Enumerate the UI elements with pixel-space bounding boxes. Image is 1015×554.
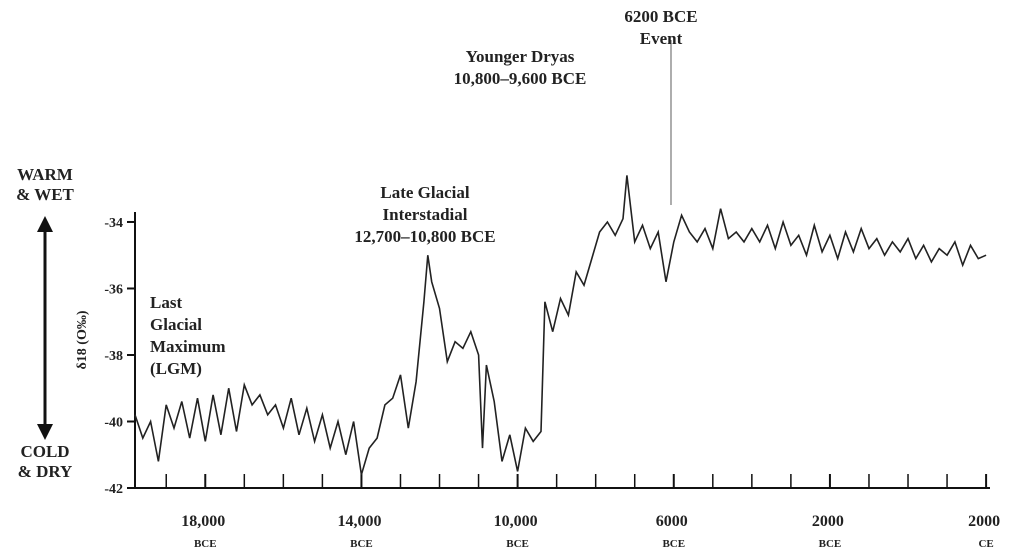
x-tick-label: 10,000 BCE: [494, 513, 542, 549]
y-tick-label: -38: [104, 349, 123, 364]
annotation: 12,700–10,800 BCE: [354, 227, 495, 246]
annotation: Glacial: [150, 315, 202, 334]
x-tick-era: CE: [978, 538, 993, 549]
x-tick-era: BCE: [662, 538, 685, 549]
x-tick-label: 6000 BCE: [656, 513, 692, 549]
annotation: 10,800–9,600 BCE: [454, 69, 587, 88]
data-line: [134, 175, 987, 475]
y-tick-label: -40: [104, 415, 123, 430]
y-axis-label: δ18 (O‰): [75, 310, 90, 369]
x-tick-label: 14,000 BCE: [337, 513, 385, 549]
annotation: Interstadial: [383, 205, 468, 224]
annotation: WARM: [17, 165, 73, 184]
arrow-head-up: [37, 216, 53, 232]
annotation: Younger Dryas: [466, 47, 575, 66]
annotation: 6200 BCE: [624, 7, 697, 26]
annotation: COLD: [20, 442, 69, 461]
annotation: Last: [150, 293, 182, 312]
x-tick-label: 2000 BCE: [812, 513, 848, 549]
x-tick-number: 18,000: [181, 513, 229, 530]
annotation: & DRY: [18, 462, 73, 481]
arrow-head-down: [37, 424, 53, 440]
y-tick-label: -42: [104, 482, 123, 497]
annotation: & WET: [16, 185, 74, 204]
x-tick-label: 2000 CE: [968, 513, 1004, 549]
x-tick-era: BCE: [506, 538, 529, 549]
y-tick-label: -34: [104, 216, 123, 231]
x-tick-label: 18,000 BCE: [181, 513, 229, 549]
y-tick-label: -36: [104, 282, 123, 297]
x-tick-number: 6000: [656, 513, 692, 530]
x-tick-number: 2000: [812, 513, 848, 530]
annotation: Event: [640, 29, 683, 48]
x-tick-number: 2000: [968, 513, 1004, 530]
x-tick-number: 14,000: [337, 513, 385, 530]
x-tick-era: BCE: [194, 538, 217, 549]
annotation: Maximum: [150, 337, 226, 356]
x-tick-era: BCE: [819, 538, 842, 549]
x-tick-number: 10,000: [494, 513, 542, 530]
x-tick-era: BCE: [350, 538, 373, 549]
annotation: (LGM): [150, 359, 202, 378]
annotation: Late Glacial: [380, 183, 470, 202]
